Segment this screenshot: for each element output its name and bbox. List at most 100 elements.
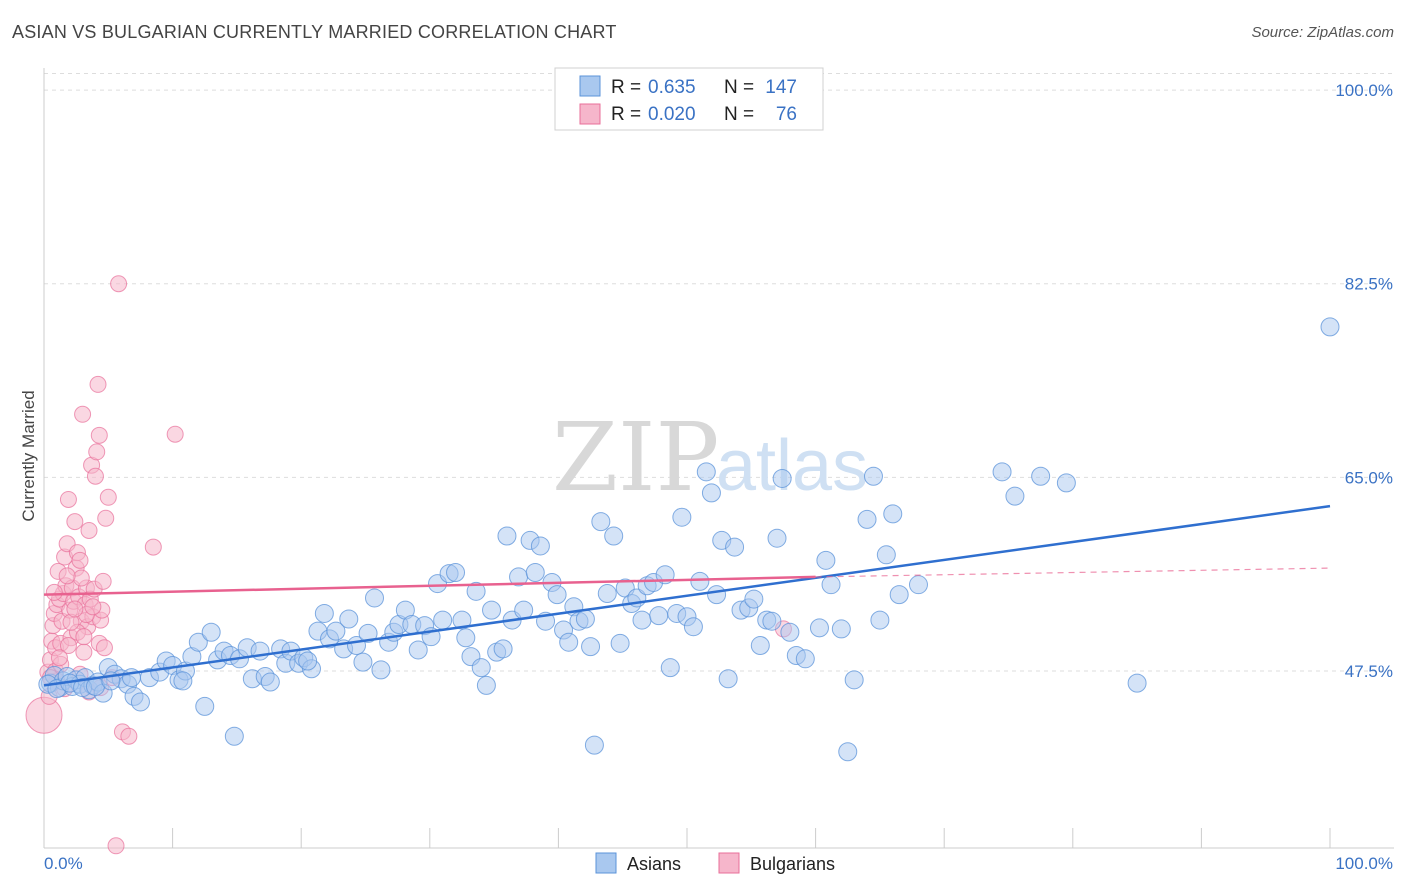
- y-tick-label: 100.0%: [1335, 81, 1393, 100]
- asian-point: [173, 671, 193, 691]
- asian-point: [260, 672, 280, 692]
- watermark-zip: ZIP: [552, 403, 719, 513]
- asian-point: [772, 468, 792, 488]
- asian-point: [446, 563, 466, 583]
- bulgarian-points: [25, 275, 792, 855]
- asian-point: [660, 658, 680, 678]
- bulgarian-point: [110, 275, 128, 293]
- asian-point: [908, 575, 928, 595]
- asian-points: [38, 317, 1340, 762]
- asian-point: [831, 619, 851, 639]
- bulgarian-point: [75, 643, 93, 661]
- bulgarian-point: [84, 598, 102, 616]
- bulgarian-point: [59, 490, 77, 508]
- asian-point: [530, 536, 550, 556]
- asian-point: [559, 632, 579, 652]
- bulgarian-point: [89, 375, 107, 393]
- asian-point: [353, 652, 373, 672]
- bulgarian-point: [86, 467, 104, 485]
- legend-bulgarian-r-value: 0.020: [648, 104, 696, 125]
- asian-point: [696, 462, 716, 482]
- asian-point: [701, 483, 721, 503]
- asian-point: [339, 609, 359, 629]
- asian-point: [471, 658, 491, 678]
- bulgarian-point: [94, 572, 112, 590]
- bottom-legend-bulgarians-swatch: [718, 852, 740, 874]
- asian-point: [408, 640, 428, 660]
- trend-lines: [43, 504, 1331, 687]
- legend-bulgarian-swatch: [579, 103, 601, 125]
- asian-point: [767, 528, 787, 548]
- bulgarian-point: [66, 600, 84, 618]
- watermark: ZIP atlas: [552, 403, 868, 513]
- asian-point: [298, 651, 318, 671]
- legend-bulgarian-n-value: 76: [776, 104, 797, 125]
- grid-lines: [44, 73, 1394, 672]
- legend-asian-r-value: 0.635: [648, 77, 696, 98]
- bulgarian-point: [72, 569, 90, 587]
- bulgarian-point: [90, 426, 108, 444]
- bulgarian-point: [58, 567, 76, 585]
- asian-point: [482, 600, 502, 620]
- bulgarian-point: [88, 443, 106, 461]
- asian-point: [889, 585, 909, 605]
- asian-point: [1127, 673, 1147, 693]
- asian-point: [707, 585, 727, 605]
- asian-point: [326, 621, 346, 641]
- x-tick-label-min: 0.0%: [44, 854, 83, 873]
- bulgarian-point: [66, 513, 84, 531]
- asian-point: [632, 610, 652, 630]
- chart-title: ASIAN VS BULGARIAN CURRENTLY MARRIED COR…: [12, 22, 617, 42]
- asian-point: [725, 537, 745, 557]
- asian-point: [883, 504, 903, 524]
- asian-point: [591, 512, 611, 532]
- asian-point: [870, 610, 890, 630]
- asian-point: [452, 610, 472, 630]
- asian-point: [992, 462, 1012, 482]
- asian-point: [224, 726, 244, 746]
- asian-point: [795, 649, 815, 669]
- asian-point: [497, 526, 517, 546]
- asian-point: [690, 571, 710, 591]
- asian-point: [433, 610, 453, 630]
- legend-asian-n-value: 147: [765, 77, 797, 98]
- bottom-legend-asians-swatch: [595, 852, 617, 874]
- asian-point: [130, 692, 150, 712]
- x-tick-labels: 0.0% 100.0%: [44, 854, 1393, 873]
- bulgarian-point: [107, 837, 125, 855]
- asian-point: [672, 507, 692, 527]
- y-tick-labels: 100.0% 82.5% 65.0% 47.5%: [1335, 81, 1393, 681]
- bulgarian-point: [74, 405, 92, 423]
- legend-bulgarian-n-label: N =: [724, 104, 754, 125]
- asian-point: [584, 735, 604, 755]
- asian-point: [780, 622, 800, 642]
- asian-point: [1320, 317, 1340, 337]
- bulgarian-point: [80, 521, 98, 539]
- asian-point: [809, 618, 829, 638]
- asian-point: [1031, 466, 1051, 486]
- legend-asian-n-label: N =: [724, 77, 754, 98]
- asian-point: [195, 696, 215, 716]
- y-tick-label: 47.5%: [1345, 662, 1393, 681]
- bulgarian-point: [59, 637, 77, 655]
- asian-point: [816, 550, 836, 570]
- asian-point: [581, 637, 601, 657]
- asian-point: [314, 603, 334, 623]
- bottom-legend-asians-label: Asians: [627, 854, 681, 874]
- bulgarian-point: [99, 488, 117, 506]
- asian-point: [201, 622, 221, 642]
- bulgarian-point: [166, 425, 184, 443]
- asian-point: [750, 636, 770, 656]
- asian-point: [547, 585, 567, 605]
- asian-point: [188, 632, 208, 652]
- asian-trend-line: [43, 504, 1331, 687]
- series-legend: Asians Bulgarians: [595, 852, 835, 874]
- asian-point: [876, 545, 896, 565]
- correlation-legend: R = 0.635 N = 147 R = 0.020 N = 76: [554, 67, 824, 131]
- bulgarian-point: [120, 727, 138, 745]
- asian-point: [456, 628, 476, 648]
- asian-point: [649, 606, 669, 626]
- legend-asian-r-label: R =: [611, 77, 641, 98]
- asian-point: [821, 575, 841, 595]
